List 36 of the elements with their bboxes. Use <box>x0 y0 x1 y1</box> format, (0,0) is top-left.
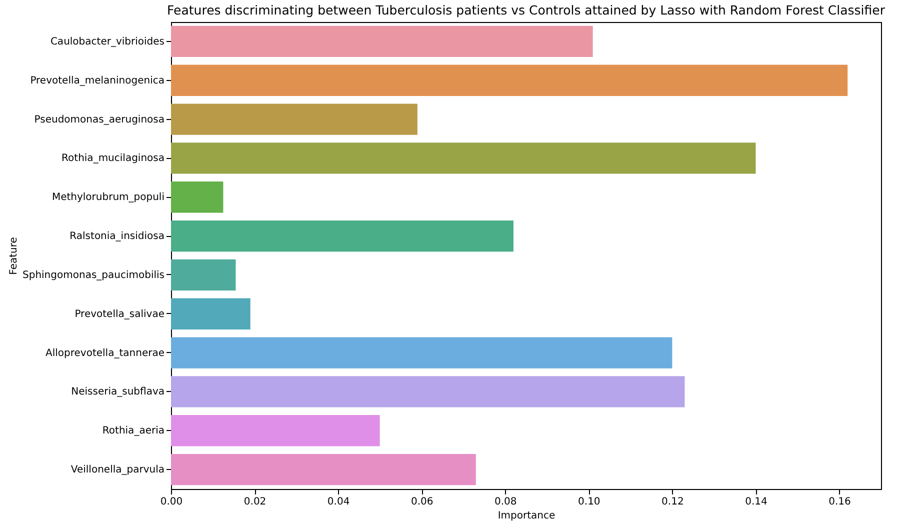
y-tick-label: Rothia_aeria <box>102 426 164 437</box>
y-tick-label: Rothia_mucilaginosa <box>62 153 164 164</box>
x-tick-label: 0.10 <box>578 496 600 508</box>
y-tick-label: Sphingomonas_paucimobilis <box>22 270 164 281</box>
y-tick-label: Prevotella_salivae <box>74 308 164 320</box>
x-tick-label: 0.08 <box>494 496 517 508</box>
y-axis-title: Feature <box>8 237 20 275</box>
y-tick-label: Prevotella_melaninogenica <box>30 75 164 86</box>
y-tick-label: Methylorubrum_populi <box>52 192 164 204</box>
bar <box>171 142 756 174</box>
y-tick-label: Alloprevotella_tannerae <box>46 348 164 359</box>
bar <box>171 376 685 408</box>
y-tick-label: Neisseria_subflava <box>71 386 164 398</box>
x-axis-title: Importance <box>498 510 556 522</box>
y-tick-label: Caulobacter_vibrioides <box>50 36 164 48</box>
bar <box>171 182 224 213</box>
bar <box>171 259 236 291</box>
bar <box>171 64 848 96</box>
x-tick-label: 0.14 <box>745 496 768 508</box>
x-tick-label: 0.00 <box>160 496 183 508</box>
bar <box>171 415 380 446</box>
x-tick-label: 0.04 <box>327 496 350 508</box>
bar <box>171 26 593 58</box>
bar <box>171 104 418 135</box>
x-tick-label: 0.12 <box>662 496 684 508</box>
y-tick-label: Pseudomonas_aeruginosa <box>34 114 164 126</box>
bar <box>171 220 514 252</box>
y-tick-label: Veillonella_parvula <box>70 464 164 476</box>
x-tick-label: 0.16 <box>828 496 851 508</box>
bar <box>171 337 672 368</box>
y-tick-label: Ralstonia_insidiosa <box>70 231 164 242</box>
x-tick-label: 0.02 <box>244 496 266 508</box>
x-tick-label: 0.06 <box>410 496 434 508</box>
bar <box>171 454 476 486</box>
bar <box>171 298 250 330</box>
chart-title: Features discriminating between Tuberculosis patients vs Controls attained by Lasso with Random Forest Classifier <box>167 2 886 18</box>
